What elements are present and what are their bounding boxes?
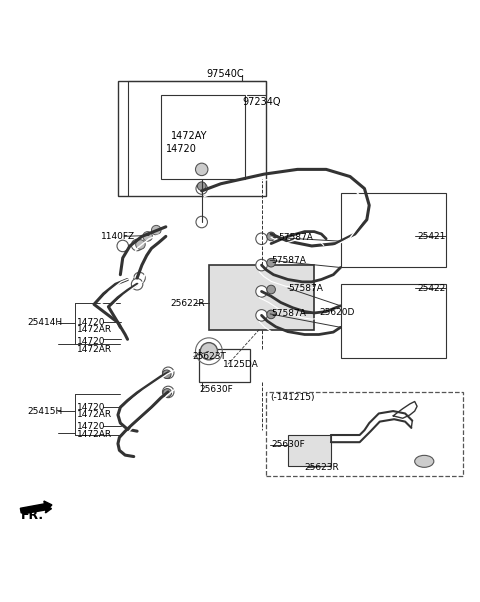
Circle shape — [117, 240, 129, 252]
Circle shape — [256, 233, 267, 244]
Circle shape — [143, 232, 153, 241]
Bar — [288, 435, 331, 466]
Text: 25422: 25422 — [417, 284, 445, 293]
Text: 25622R: 25622R — [170, 299, 205, 308]
Text: 14720: 14720 — [77, 318, 106, 326]
Ellipse shape — [415, 455, 434, 467]
Circle shape — [256, 259, 267, 271]
Text: 1472AR: 1472AR — [77, 345, 112, 354]
Circle shape — [256, 309, 267, 321]
Text: 97234Q: 97234Q — [242, 98, 281, 107]
Text: 25414H: 25414H — [27, 318, 62, 327]
Text: 1125DA: 1125DA — [223, 359, 259, 368]
Circle shape — [163, 388, 171, 397]
Text: 14720: 14720 — [77, 422, 106, 431]
Circle shape — [162, 386, 174, 398]
Bar — [340, 193, 446, 267]
Text: 57587A: 57587A — [271, 256, 306, 265]
Text: 25620D: 25620D — [319, 308, 354, 317]
Text: 25415H: 25415H — [27, 406, 62, 415]
Circle shape — [267, 258, 276, 267]
Text: 25630F: 25630F — [271, 440, 305, 449]
Text: 97540C: 97540C — [206, 69, 244, 79]
Circle shape — [195, 163, 208, 176]
Text: 1140FZ: 1140FZ — [101, 232, 135, 241]
Text: (-141215): (-141215) — [270, 393, 315, 402]
Circle shape — [132, 239, 143, 251]
Bar — [340, 284, 446, 358]
Text: 1472AR: 1472AR — [77, 411, 112, 420]
Circle shape — [256, 286, 267, 297]
Text: 1472AY: 1472AY — [170, 131, 207, 141]
Text: FR.: FR. — [21, 509, 44, 522]
Circle shape — [162, 370, 171, 379]
Text: 57587A: 57587A — [271, 309, 306, 318]
Circle shape — [200, 343, 217, 360]
Circle shape — [152, 225, 161, 235]
Text: 14720: 14720 — [77, 403, 106, 412]
Text: 1472AR: 1472AR — [77, 325, 112, 334]
Text: 1472AR: 1472AR — [77, 430, 112, 438]
Circle shape — [134, 272, 145, 284]
Circle shape — [132, 279, 143, 290]
Bar — [209, 265, 314, 330]
Bar — [266, 392, 463, 476]
Circle shape — [267, 285, 276, 294]
FancyArrow shape — [20, 501, 52, 513]
Text: 14720: 14720 — [166, 144, 197, 154]
Circle shape — [162, 367, 174, 379]
Text: 14720: 14720 — [77, 337, 106, 346]
Text: 25630F: 25630F — [199, 385, 233, 394]
Bar — [161, 95, 245, 179]
Circle shape — [197, 182, 206, 190]
Circle shape — [267, 310, 276, 318]
Circle shape — [267, 232, 276, 241]
Circle shape — [196, 183, 207, 194]
Text: 57587A: 57587A — [278, 233, 313, 242]
Bar — [199, 349, 250, 382]
Text: 25623T: 25623T — [192, 353, 226, 361]
Circle shape — [136, 240, 145, 249]
Text: 25623R: 25623R — [305, 463, 339, 472]
Bar — [118, 81, 266, 196]
Text: 25421: 25421 — [417, 232, 445, 241]
Text: 57587A: 57587A — [288, 284, 323, 293]
Circle shape — [196, 216, 207, 228]
